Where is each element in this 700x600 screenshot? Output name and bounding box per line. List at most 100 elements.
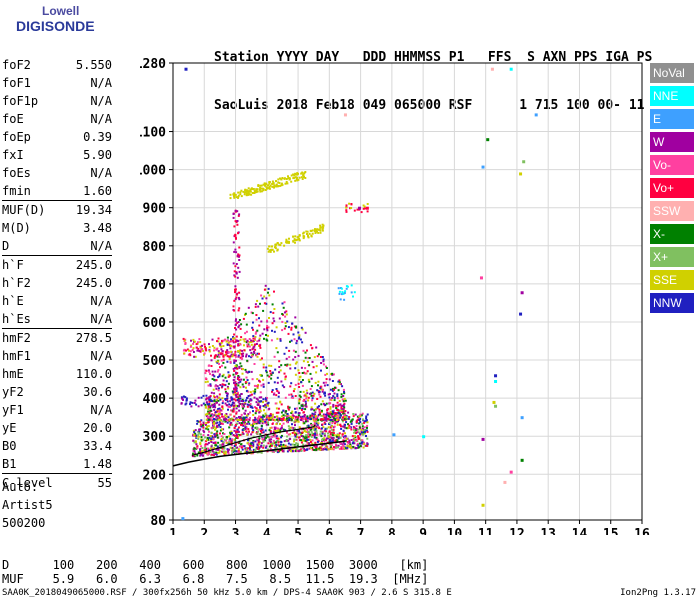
echo-point <box>256 352 259 355</box>
echo-point <box>261 437 264 440</box>
echo-point <box>340 447 343 450</box>
param-row: hmE 110.0 <box>2 365 112 383</box>
echo-point <box>219 366 221 369</box>
echo-point <box>293 433 296 436</box>
echo-point <box>246 431 249 434</box>
echo-point <box>220 439 223 442</box>
auto-version: 500200 <box>2 516 46 530</box>
echo-point <box>358 418 361 421</box>
echo-point <box>340 393 343 396</box>
param-value: 278.5 <box>75 331 112 345</box>
echo-point <box>223 447 226 450</box>
echo-point <box>263 415 265 418</box>
echo-point <box>260 418 263 421</box>
echo-point <box>224 354 227 357</box>
echo-point <box>320 409 323 412</box>
echo-point <box>310 416 313 419</box>
echo-point <box>219 432 221 435</box>
echo-point <box>237 194 240 197</box>
echo-point <box>337 436 340 438</box>
echo-point <box>301 431 304 434</box>
echo-point <box>237 296 240 299</box>
header-values-line: SaoLuis 2018 Feb18 049 065000 RSF 1 715 … <box>214 98 645 113</box>
echo-point <box>245 425 248 428</box>
echo-point <box>207 428 210 431</box>
echo-point <box>309 388 312 390</box>
echo-point <box>235 251 238 254</box>
x-tick-label: 12 <box>509 527 525 535</box>
echo-point <box>238 319 241 321</box>
echo-point <box>193 450 196 453</box>
echo-point <box>366 413 369 416</box>
echo-point <box>240 413 243 416</box>
echo-point <box>363 441 365 444</box>
echo-point <box>310 385 313 388</box>
echo-point <box>206 380 209 383</box>
echo-point <box>252 452 255 455</box>
echo-point <box>306 428 309 431</box>
echo-point <box>231 423 234 426</box>
echo-point <box>292 450 295 453</box>
echo-point <box>268 438 271 441</box>
echo-point <box>223 416 225 419</box>
echo-point <box>232 406 235 409</box>
echo-point <box>270 373 273 376</box>
echo-point <box>272 311 275 314</box>
echo-point <box>337 287 340 290</box>
echo-point <box>282 418 285 421</box>
echo-point <box>331 372 334 375</box>
echo-point <box>226 436 228 438</box>
echo-point <box>192 342 195 345</box>
echo-point <box>200 445 203 448</box>
echo-point <box>332 428 335 431</box>
echo-point <box>333 412 336 414</box>
echo-point <box>309 428 312 431</box>
echo-point <box>343 406 346 409</box>
echo-point <box>217 412 220 415</box>
echo-point <box>232 341 235 344</box>
echo-point <box>274 243 277 246</box>
echo-point <box>285 310 288 313</box>
echo-point <box>347 411 350 414</box>
echo-point <box>238 298 241 301</box>
echo-point <box>331 373 334 376</box>
echo-point <box>244 447 247 450</box>
echo-point <box>269 184 272 187</box>
echo-point <box>241 398 244 401</box>
echo-point <box>227 375 230 378</box>
echo-point <box>202 454 204 457</box>
echo-point <box>235 434 238 436</box>
echo-point <box>236 405 239 408</box>
echo-point <box>208 370 211 373</box>
param-row: foF2 5.550 <box>2 56 112 74</box>
echo-point <box>200 436 203 439</box>
echo-point <box>262 446 265 449</box>
echo-point <box>309 417 312 420</box>
software-version: Ion2Png 1.3.17 <box>620 588 696 598</box>
echo-point <box>259 334 262 337</box>
echo-point <box>207 408 210 411</box>
echo-point <box>299 433 302 436</box>
echo-point <box>311 446 314 449</box>
echo-point <box>283 352 286 355</box>
echo-point <box>267 442 270 445</box>
echo-point <box>509 470 513 474</box>
echo-point <box>285 241 288 244</box>
echo-point <box>223 433 226 435</box>
echo-point <box>261 422 264 425</box>
echo-point <box>247 383 250 386</box>
echo-point <box>195 403 198 406</box>
echo-point <box>274 434 277 437</box>
echo-point <box>284 363 287 366</box>
echo-point <box>334 386 336 389</box>
echo-point <box>197 437 200 440</box>
echo-point <box>279 338 282 341</box>
echo-point <box>355 432 357 435</box>
echo-point <box>249 402 252 405</box>
echo-point <box>296 436 298 438</box>
echo-point <box>211 378 214 380</box>
auto-program: Artist5 <box>2 498 53 512</box>
echo-point <box>203 430 206 433</box>
echo-point <box>216 385 219 388</box>
echo-point <box>300 447 303 450</box>
